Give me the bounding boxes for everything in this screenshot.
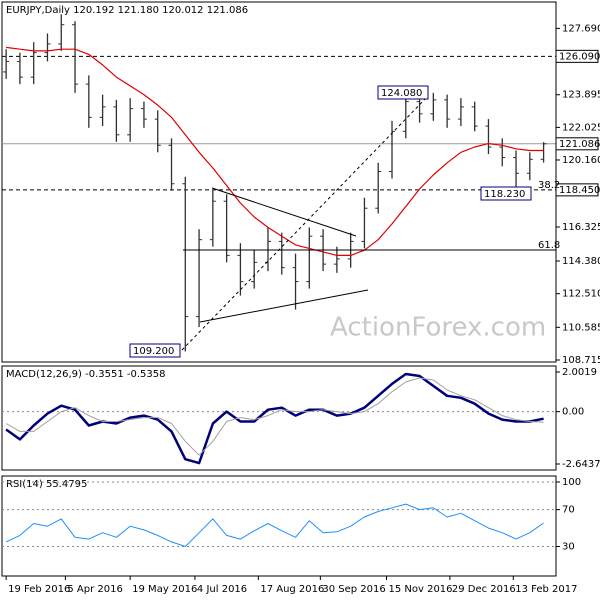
level-label: 121.086 bbox=[559, 139, 600, 150]
y-tick-label: 123.895 bbox=[562, 90, 600, 101]
panel-title: RSI(14) 55.4795 bbox=[6, 479, 87, 490]
fib-label: 38.2 bbox=[538, 180, 560, 191]
level-box bbox=[555, 183, 599, 197]
y-tick-label: 110.585 bbox=[562, 322, 600, 333]
y-tick-label: 116.325 bbox=[562, 222, 600, 233]
panel-title: EURJPY,Daily 120.192 121.180 120.012 121… bbox=[6, 5, 248, 16]
x-tick-label: 19 May 2016 bbox=[132, 584, 197, 595]
label-box bbox=[129, 343, 181, 358]
panel-frame bbox=[1, 1, 557, 363]
y-tick-label: 108.715 bbox=[562, 355, 600, 366]
series-line bbox=[5, 372, 544, 465]
y-tick-label: 70 bbox=[562, 505, 575, 516]
x-tick-label: 29 Dec 2016 bbox=[452, 584, 516, 595]
watermark: ActionForex.com bbox=[330, 313, 546, 343]
price-label: 118.230 bbox=[484, 189, 525, 200]
y-tick-label: 2.0019 bbox=[562, 367, 597, 378]
y-tick-label: 112.510 bbox=[562, 289, 600, 300]
y-tick-label: 120.160 bbox=[562, 155, 600, 166]
trend-line bbox=[199, 289, 369, 323]
x-tick-label: 19 Feb 2016 bbox=[8, 584, 70, 595]
label-box bbox=[480, 186, 532, 201]
label-box bbox=[377, 85, 429, 100]
panel-title: MACD(12,26,9) -0.3551 -0.5358 bbox=[6, 369, 166, 380]
y-tick-label: 0.00 bbox=[562, 407, 584, 418]
x-tick-label: 15 Nov 2016 bbox=[388, 584, 452, 595]
x-tick-label: 5 Apr 2016 bbox=[67, 584, 122, 595]
fib-label: 61.8 bbox=[538, 240, 560, 251]
series-line bbox=[5, 377, 544, 456]
level-box bbox=[555, 49, 599, 63]
series-line bbox=[5, 503, 544, 547]
y-tick-label: 127.690 bbox=[562, 23, 600, 34]
price-label: 124.080 bbox=[381, 88, 422, 99]
trend-line bbox=[211, 187, 357, 237]
level-label: 118.450 bbox=[559, 185, 600, 196]
x-tick-label: 17 Aug 2016 bbox=[260, 584, 324, 595]
annotations: ActionForex.com 61.8 38.2 124.080 109.20… bbox=[129, 85, 560, 358]
x-tick-label: 13 Feb 2017 bbox=[515, 584, 577, 595]
series-line bbox=[6, 46, 544, 256]
y-tick-label: 114.380 bbox=[562, 256, 600, 267]
level-label: 126.090 bbox=[559, 51, 600, 62]
price-label: 109.200 bbox=[133, 346, 174, 357]
panel-frame bbox=[1, 475, 557, 577]
y-tick-label: 122.025 bbox=[562, 122, 600, 133]
x-tick-label: 4 Jul 2016 bbox=[197, 584, 247, 595]
y-tick-label: 100 bbox=[562, 477, 581, 488]
panel: MACD(12,26,9) -0.3551 -0.5358 2.0019 0.00 -… bbox=[1, 365, 600, 471]
x-tick-label: 30 Sep 2016 bbox=[322, 584, 385, 595]
y-tick-label: 30 bbox=[562, 542, 575, 553]
level-box bbox=[555, 137, 599, 151]
projection-line bbox=[181, 95, 429, 351]
panel-frame bbox=[1, 365, 557, 471]
y-tick-label: -2.6437 bbox=[562, 459, 600, 470]
